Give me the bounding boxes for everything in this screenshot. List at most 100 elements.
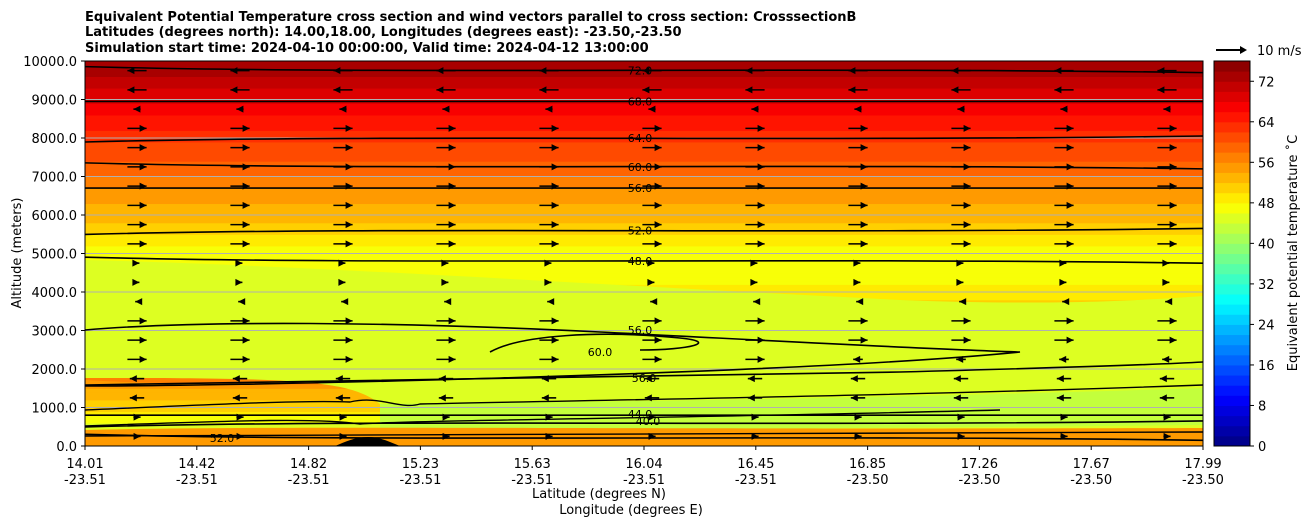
wind-vector-head bbox=[957, 413, 965, 421]
colorbar-segment bbox=[1214, 253, 1250, 265]
wind-vector-head bbox=[448, 317, 456, 325]
x-tick-label-lat: 15.63 bbox=[514, 457, 551, 472]
contour-labels: 72.0 68.0 64.0 60.0 56.0 52.0 48.0 56.0 60.0 56.0… bbox=[210, 65, 661, 445]
colorbar-segment bbox=[1214, 334, 1250, 346]
filled-band bbox=[85, 268, 1203, 274]
wind-vector-head bbox=[654, 124, 662, 132]
filled-band bbox=[85, 149, 1203, 154]
wind-vector-head bbox=[242, 124, 250, 132]
wind-vector-head bbox=[129, 394, 137, 402]
wind-vector-head bbox=[1066, 336, 1074, 344]
wind-vector-head bbox=[860, 144, 868, 152]
x-tick-label-lon: -23.51 bbox=[399, 473, 441, 488]
wind-vector-head bbox=[963, 336, 971, 344]
colorbar-segment bbox=[1214, 192, 1250, 204]
wind-vector-head bbox=[757, 201, 765, 209]
filled-band bbox=[85, 161, 1203, 166]
x-tick-label-lat: 15.23 bbox=[402, 457, 439, 472]
contour-line bbox=[85, 420, 1203, 428]
wind-vector-head bbox=[1060, 413, 1068, 421]
wind-vector-head bbox=[442, 432, 450, 440]
x-tick-label-lon: -23.50 bbox=[1182, 473, 1224, 488]
wind-vector-head bbox=[242, 317, 250, 325]
wind-vector-head bbox=[654, 201, 662, 209]
wind-vector-head bbox=[235, 278, 243, 286]
contour-label: 64.0 bbox=[628, 132, 653, 145]
wind-vector-head bbox=[551, 221, 559, 229]
wind-vector-head bbox=[551, 144, 559, 152]
wind-vector-head bbox=[860, 221, 868, 229]
wind-vector-head bbox=[551, 336, 559, 344]
wind-vector-head bbox=[133, 413, 141, 421]
wind-vector-head bbox=[139, 240, 147, 248]
wind-vector-head bbox=[127, 86, 135, 94]
wind-vector-head bbox=[238, 298, 246, 306]
y-tick-label: 0.0 bbox=[56, 440, 77, 455]
wind-vector-head bbox=[757, 221, 765, 229]
wind-vector-head bbox=[753, 298, 761, 306]
wind-vector-head bbox=[448, 144, 456, 152]
colorbar-segment bbox=[1214, 324, 1250, 336]
contour-label: 72.0 bbox=[628, 65, 653, 78]
filled-band bbox=[85, 180, 1203, 185]
filled-band bbox=[85, 230, 1203, 235]
wind-vector-head bbox=[644, 394, 652, 402]
wind-vector-head bbox=[235, 259, 243, 267]
wind-vector-head bbox=[139, 336, 147, 344]
wind-vector-head bbox=[1163, 413, 1171, 421]
colorbar-label: Equivalent potential temperature ˚C bbox=[1285, 135, 1301, 371]
filled-band bbox=[85, 272, 1203, 278]
wind-vector-head bbox=[339, 105, 347, 113]
wind-vector-head bbox=[541, 375, 549, 383]
wind-vector-head bbox=[345, 124, 353, 132]
wind-vector-head bbox=[1059, 259, 1067, 267]
wind-vector-head bbox=[551, 163, 559, 171]
filled-band bbox=[85, 157, 1203, 162]
x-tick-label-lat: 14.82 bbox=[290, 457, 327, 472]
filled-band bbox=[85, 207, 1203, 212]
colorbar-segment bbox=[1214, 223, 1250, 234]
colorbar-segment bbox=[1214, 131, 1250, 143]
wind-vector-head bbox=[860, 336, 868, 344]
colorbar-segment bbox=[1214, 152, 1250, 163]
contour-line bbox=[85, 227, 1203, 236]
wind-vector-head bbox=[448, 240, 456, 248]
wind-vector-head bbox=[345, 201, 353, 209]
wind-vector-head bbox=[953, 394, 961, 402]
wind-vector-head bbox=[1162, 259, 1170, 267]
wind-vector-head bbox=[856, 298, 864, 306]
wind-vector-head bbox=[1169, 336, 1177, 344]
colorbar-segment bbox=[1214, 172, 1250, 184]
wind-vector-head bbox=[345, 317, 353, 325]
wind-vector-head bbox=[230, 86, 238, 94]
wind-vector-head bbox=[1169, 182, 1177, 190]
wind-vector-head bbox=[848, 67, 856, 75]
contour-line bbox=[85, 361, 1203, 386]
wind-vector-head bbox=[956, 278, 964, 286]
x-tick-label-lat: 17.26 bbox=[961, 457, 998, 472]
wind-vector-head bbox=[335, 375, 343, 383]
filled-band bbox=[85, 265, 1203, 270]
contour-label: 52.0 bbox=[210, 432, 235, 445]
contour-lines bbox=[85, 65, 1203, 442]
wind-vector-head bbox=[850, 375, 858, 383]
wind-vector-head bbox=[1060, 432, 1068, 440]
contour-label: 40.0 bbox=[636, 415, 661, 428]
wind-vector-head bbox=[642, 67, 650, 75]
wind-vector-head bbox=[1157, 86, 1165, 94]
wind-vector-head bbox=[850, 394, 858, 402]
wind-vector-head bbox=[757, 144, 765, 152]
wind-vector-head bbox=[448, 336, 456, 344]
x-tick-label-lat: 16.85 bbox=[849, 457, 886, 472]
wind-vector-head bbox=[750, 278, 758, 286]
wind-vectors bbox=[127, 67, 1177, 440]
wind-vector-head bbox=[860, 201, 868, 209]
filled-band bbox=[85, 103, 1203, 108]
x-tick-label-lon: -23.51 bbox=[176, 473, 218, 488]
filled-contours bbox=[85, 61, 1203, 446]
filled-band bbox=[85, 257, 1203, 262]
contour-line bbox=[85, 322, 1021, 387]
contour-line bbox=[85, 135, 1203, 143]
wind-vector-head bbox=[551, 355, 559, 363]
contour-label: 56.0 bbox=[632, 372, 657, 385]
